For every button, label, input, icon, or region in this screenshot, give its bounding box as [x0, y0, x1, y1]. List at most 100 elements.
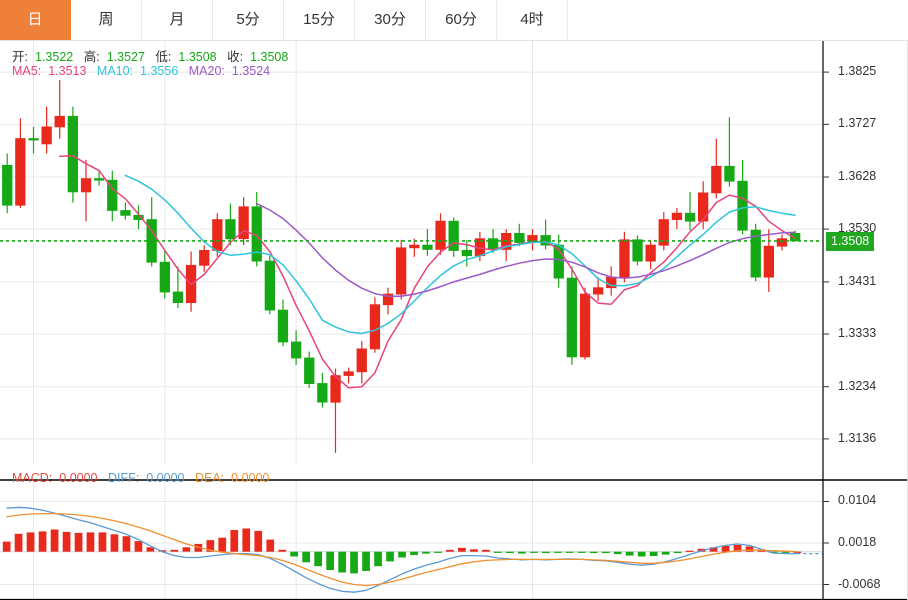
timeframe-tabbar: 日周月 5分 15分 30分 60分 4时: [0, 0, 908, 41]
chart-area: 开: 1.3522 高: 1.3527 低: 1.3508 收: 1.3508 MA5:…: [0, 41, 908, 600]
candle: [54, 80, 65, 139]
timeframe-tab-5[interactable]: 30分: [355, 0, 426, 40]
macd-bar: [218, 537, 227, 552]
macd-bar: [26, 532, 35, 552]
ma20-line: [255, 202, 796, 297]
candle: [94, 170, 105, 186]
diff-value: 0.0000: [146, 471, 185, 485]
high-value: 1.3527: [106, 50, 145, 64]
ma10-label: MA10:: [96, 64, 134, 78]
candle: [645, 239, 656, 270]
macd-bar: [98, 532, 107, 552]
candle: [120, 202, 131, 220]
timeframe-tab-3[interactable]: 5分: [213, 0, 284, 40]
macd-bar: [86, 532, 95, 552]
macd-bar: [290, 551, 298, 557]
macd-bar: [482, 549, 490, 552]
macd-bar: [685, 550, 694, 552]
current-price-badge: 1.3508: [826, 231, 875, 251]
macd-bar: [733, 544, 742, 552]
price-tick-label-5: 1.3333: [838, 326, 877, 341]
candle: [579, 287, 591, 360]
macd-bar: [518, 551, 526, 554]
price-tick-label-1: 1.3727: [838, 116, 877, 131]
macd-bar: [146, 547, 155, 552]
macd-label: MACD:: [12, 471, 53, 485]
candle: [277, 299, 289, 347]
dea-line: [6, 512, 798, 587]
macd-bar: [793, 551, 802, 553]
macd-bar: [326, 551, 334, 570]
candle: [409, 238, 420, 257]
candle: [343, 367, 354, 384]
macd-bar: [38, 531, 47, 552]
timeframe-tab-1[interactable]: 周: [71, 0, 142, 40]
candle: [67, 106, 78, 203]
macd-bar: [350, 551, 358, 574]
candle: [684, 191, 696, 231]
macd-bar: [721, 545, 730, 552]
chart-canvas: [0, 41, 908, 600]
ma20-value: 1.3524: [231, 64, 271, 78]
timeframe-tab-7[interactable]: 4时: [497, 0, 568, 40]
timeframe-tab-2[interactable]: 月: [142, 0, 213, 40]
macd-bar: [62, 531, 71, 552]
chart-background: [0, 41, 908, 600]
close-value: 1.3508: [250, 50, 289, 64]
timeframe-tab-4[interactable]: 15分: [284, 0, 355, 40]
candle: [382, 287, 394, 315]
macd-bar: [110, 534, 119, 552]
price-tick-label-0: 1.3825: [838, 64, 877, 79]
tabbar-filler: [568, 0, 908, 40]
macd-bar: [470, 549, 478, 552]
candle: [290, 330, 302, 365]
candle: [395, 239, 407, 300]
timeframe-tab-6[interactable]: 60分: [426, 0, 497, 40]
timeframe-tab-0[interactable]: 日: [0, 0, 71, 40]
macd-tick-label-2: -0.0068: [838, 576, 881, 591]
macd-bar: [589, 551, 598, 554]
macd-bar: [781, 551, 790, 553]
macd-bar: [302, 551, 310, 563]
macd-bar: [266, 539, 275, 552]
ma5-label: MA5:: [12, 64, 42, 78]
candle: [41, 106, 52, 154]
high-label: 高:: [83, 50, 100, 64]
candle: [632, 235, 643, 266]
macd-bar: [314, 551, 322, 567]
macd-bar: [14, 533, 23, 552]
candle: [199, 245, 210, 272]
dea-label: DEA:: [194, 471, 225, 485]
ohlc-legend: 开: 1.3522 高: 1.3527 低: 1.3508 收: 1.3508: [12, 46, 295, 65]
macd-bar: [458, 547, 466, 552]
candle: [80, 159, 92, 222]
candle: [514, 223, 525, 247]
low-label: 低:: [155, 50, 172, 64]
candle: [172, 266, 184, 308]
ma10-value: 1.3556: [140, 64, 179, 78]
candle: [304, 351, 315, 388]
candle: [264, 255, 276, 315]
candle: [776, 234, 788, 251]
macd-bar: [637, 551, 646, 557]
candle: [356, 341, 367, 384]
macd-bar: [278, 549, 287, 552]
candle: [566, 266, 577, 365]
candle: [671, 207, 683, 230]
macd-bar: [565, 551, 574, 553]
macd-bar: [254, 530, 263, 552]
macd-bar: [709, 547, 718, 552]
ma10-line: [124, 174, 796, 335]
macd-bar: [74, 532, 83, 552]
macd-bar: [158, 550, 167, 552]
price-tick-label-6: 1.3234: [838, 378, 877, 393]
macd-bar: [673, 551, 682, 554]
candle: [422, 229, 433, 256]
candle: [225, 203, 236, 246]
macd-bar: [374, 551, 382, 567]
candle: [369, 297, 381, 353]
macd-bar: [230, 530, 239, 552]
candle: [593, 277, 604, 301]
macd-bar: [554, 551, 562, 553]
candle: [711, 138, 722, 199]
